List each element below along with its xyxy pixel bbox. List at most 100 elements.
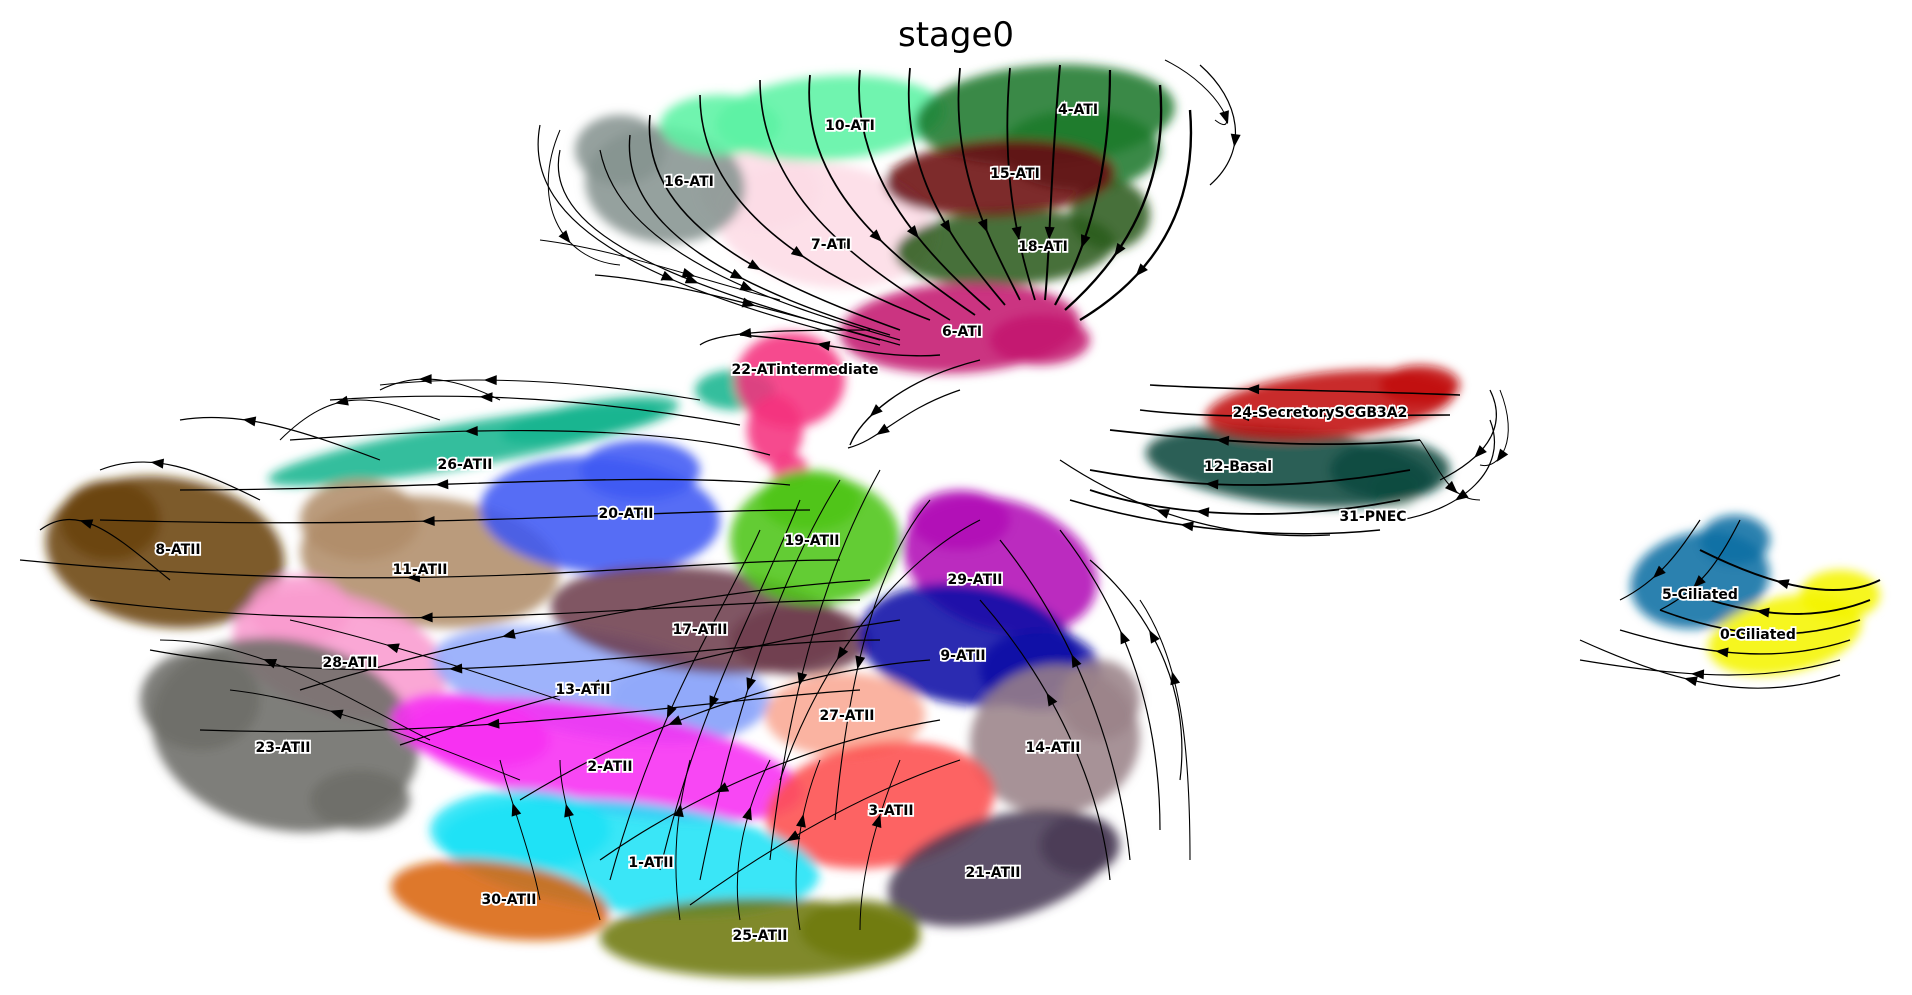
streamline-arrow xyxy=(1474,445,1487,458)
streamline xyxy=(849,359,981,446)
streamline xyxy=(779,519,981,781)
streamline xyxy=(1044,64,1061,301)
streamline-arrow xyxy=(1114,242,1126,257)
streamline xyxy=(1139,599,1191,861)
streamline-arrow xyxy=(150,458,165,469)
streamline-arrow xyxy=(564,803,574,818)
streamline-arrow xyxy=(329,709,344,720)
streamline xyxy=(1089,559,1183,781)
streamline-arrow xyxy=(666,704,677,719)
streamline-arrow xyxy=(1044,226,1055,240)
cluster-label-16-ati: 16-ATI xyxy=(664,174,714,190)
cluster-0-ciliated xyxy=(1708,570,1880,676)
streamline xyxy=(648,114,901,331)
streamline xyxy=(289,619,561,701)
streamline xyxy=(907,67,1006,306)
streamline-arrow xyxy=(1736,627,1751,638)
streamline xyxy=(1659,609,1861,635)
cluster-label-2-atii: 2-ATII xyxy=(587,759,632,775)
streamline-arrow xyxy=(836,237,850,251)
streamline-arrow xyxy=(421,515,435,526)
cluster-label-20-atii: 20-ATII xyxy=(598,506,653,522)
cluster-label-26-atii: 26-ATII xyxy=(437,457,492,473)
streamline-arrow xyxy=(871,814,882,828)
streamline xyxy=(1579,639,1841,689)
streamline-arrow xyxy=(1170,671,1181,686)
streamline xyxy=(289,429,771,456)
cluster-region xyxy=(580,440,700,500)
streamline-arrow xyxy=(977,218,988,233)
streamline-arrow xyxy=(681,268,696,278)
streamline xyxy=(179,416,381,461)
cluster-region xyxy=(990,315,1090,365)
cluster-23-atii xyxy=(140,637,419,833)
streamline xyxy=(99,461,261,501)
streamline-arrow xyxy=(418,374,432,385)
cluster-label-11-atii: 11-ATII xyxy=(392,562,447,578)
streamline-arrow xyxy=(1652,565,1666,579)
streamline xyxy=(1059,529,1161,831)
streamline-arrow xyxy=(1135,263,1148,277)
streamline-arrow xyxy=(587,679,602,690)
cluster-2-atii xyxy=(390,692,803,822)
streamline xyxy=(699,94,931,321)
streamline-arrow xyxy=(816,340,831,351)
cluster-label-13-atii: 13-ATII xyxy=(555,682,610,698)
cluster-region xyxy=(760,470,860,530)
cluster-region xyxy=(1700,515,1770,565)
cluster-10-ati xyxy=(660,75,945,161)
streamline xyxy=(1199,64,1236,186)
streamline-arrow xyxy=(876,423,890,435)
streamline-arrow xyxy=(1715,647,1729,658)
streamline xyxy=(736,759,771,921)
streamline-arrow xyxy=(1445,480,1458,494)
streamline-arrow xyxy=(501,629,516,639)
streamline xyxy=(769,469,881,861)
cluster-22-atintermediate xyxy=(735,332,845,486)
streamline xyxy=(599,719,941,861)
cluster-label-19-atii: 19-ATII xyxy=(784,533,839,549)
streamline xyxy=(759,79,951,321)
streamline-arrow xyxy=(406,572,420,583)
cluster-label-27-atii: 27-ATII xyxy=(819,708,874,724)
cluster-label-7-ati: 7-ATI xyxy=(811,237,851,253)
streamline-arrow xyxy=(1080,234,1091,249)
streamline xyxy=(1059,459,1331,537)
streamline-arrow xyxy=(715,782,730,793)
streamline-arrow xyxy=(1756,607,1770,618)
streamline-arrow xyxy=(869,404,883,417)
streamline-arrow xyxy=(1195,507,1210,518)
cluster-label-4-ati: 4-ATI xyxy=(1058,102,1098,118)
streamline-arrow xyxy=(742,806,752,821)
cluster-label-0-ciliated: 0-Ciliated xyxy=(1720,627,1796,643)
cluster-label-14-atii: 14-ATII xyxy=(1025,740,1080,756)
streamline xyxy=(399,619,901,746)
streamline xyxy=(1149,384,1461,396)
streamline xyxy=(1054,69,1112,306)
streamline xyxy=(1164,59,1228,126)
streamline xyxy=(594,274,901,346)
streamline xyxy=(858,69,991,311)
streamline-arrow xyxy=(1046,692,1058,707)
streamline xyxy=(149,639,881,671)
streamline-arrow xyxy=(385,643,400,654)
streamline xyxy=(1079,109,1193,322)
streamline-arrow xyxy=(738,328,752,338)
streamline xyxy=(519,659,931,801)
streamline xyxy=(1064,84,1163,311)
streamline-arrow xyxy=(741,297,756,308)
cluster-region xyxy=(730,605,870,675)
streamline xyxy=(808,74,976,316)
streamline-arrow xyxy=(747,259,762,271)
streamline-arrow xyxy=(435,479,449,490)
streamline xyxy=(628,134,891,336)
streamline-arrow xyxy=(263,658,278,669)
streamline-arrow xyxy=(836,646,849,660)
streamline-arrow xyxy=(242,416,257,427)
streamline xyxy=(1479,389,1509,467)
streamline-arrow xyxy=(1180,521,1194,532)
cluster-region xyxy=(660,95,780,155)
streamline-arrow xyxy=(511,802,522,817)
streamline-arrow xyxy=(797,672,808,686)
